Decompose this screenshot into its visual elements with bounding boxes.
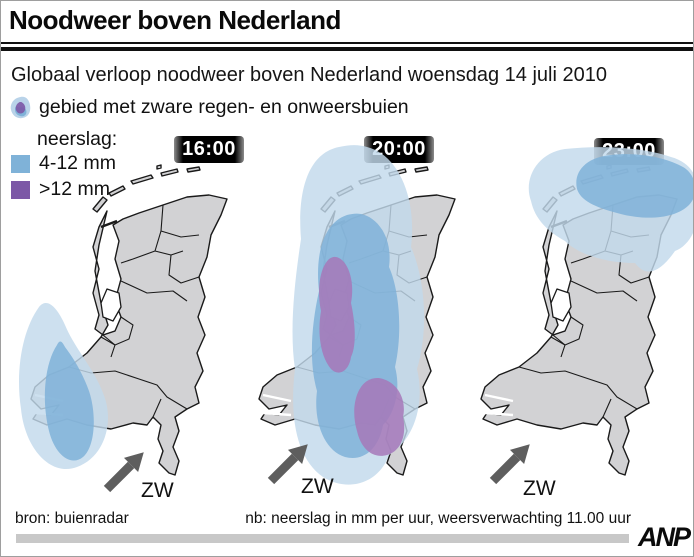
rain-area-moderate-16-00	[44, 341, 94, 461]
legend-label-4-12mm: 4-12 mm	[39, 152, 116, 174]
map-netherlands-16-00: ZW	[19, 163, 229, 502]
legend-storm-area: gebied met zware regen- en onweersbuien	[9, 95, 409, 120]
map-netherlands-23-00: ZW	[479, 147, 693, 500]
legend-label-gt12mm: >12 mm	[39, 178, 110, 200]
time-badge-16-00: 16:00	[174, 136, 244, 163]
wind-label: ZW	[523, 477, 556, 500]
subtitle: Globaal verloop noodweer boven Nederland…	[11, 64, 607, 86]
wind-label: ZW	[141, 479, 174, 502]
rain-area-heavy-central-20-00	[319, 256, 355, 373]
storm-area-icon	[10, 96, 31, 119]
rain-area-moderate-23-00	[576, 154, 693, 218]
footer-source: bron: buienradar	[15, 510, 129, 527]
footer-bar	[16, 534, 629, 543]
legend-swatch-gt12mm	[11, 180, 30, 199]
legend-item-heavy-rain: >12 mm	[11, 178, 110, 201]
storm-area-label: gebied met zware regen- en onweersbuien	[39, 96, 409, 118]
anp-logo: ANP	[637, 522, 691, 552]
map-netherlands-20-00: ZW	[257, 145, 457, 498]
title-rule-thick	[1, 47, 693, 51]
precip-legend-title: neerslag:	[37, 128, 118, 150]
footer-note: nb: neerslag in mm per uur, weersverwach…	[245, 510, 631, 527]
legend-swatch-4-12mm	[11, 154, 30, 173]
legend-item-light-rain: 4-12 mm	[11, 152, 116, 175]
page-title: Noodweer boven Nederland	[9, 5, 341, 35]
wind-label: ZW	[301, 475, 334, 498]
title-rule-thin	[1, 42, 693, 44]
rain-area-heavy-south-20-00	[354, 377, 405, 456]
